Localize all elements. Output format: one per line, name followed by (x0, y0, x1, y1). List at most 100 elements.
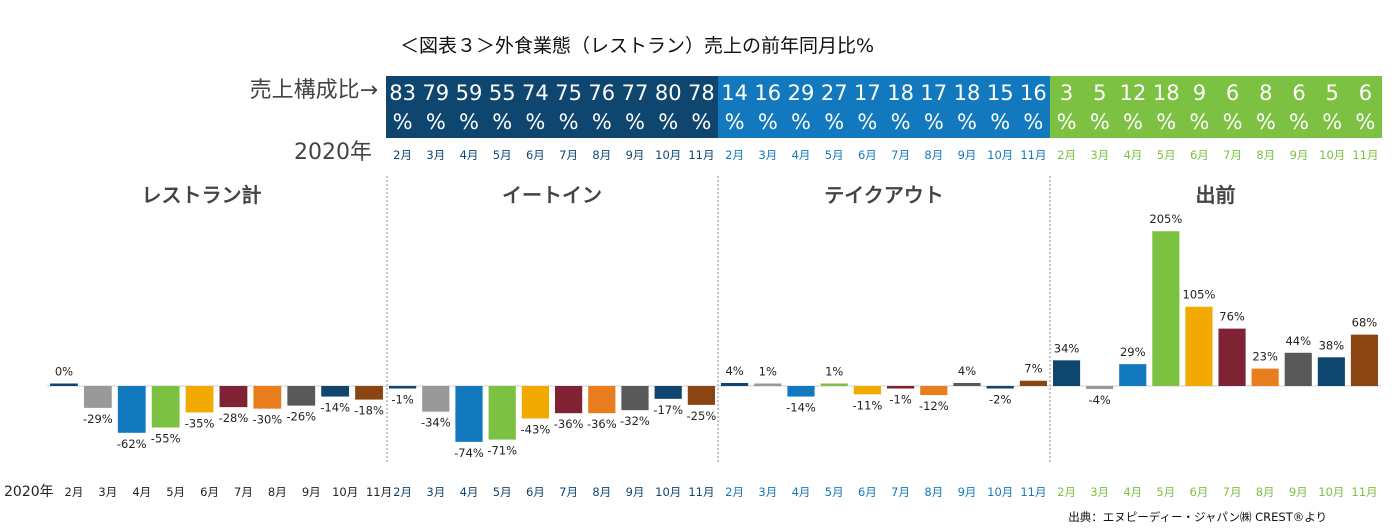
bar-value-label: -4% (1088, 393, 1110, 407)
bar-value-label: -14% (320, 401, 350, 415)
share-value: 27 (821, 81, 848, 105)
bottom-month-label: 5月 (166, 485, 185, 499)
bottom-month-label: 6月 (200, 485, 219, 499)
bar (720, 382, 749, 386)
bar-value-label: -25% (687, 409, 717, 423)
share-value: 18 (1153, 81, 1180, 105)
bar-value-label: 34% (1054, 341, 1080, 355)
panel-dividers (386, 176, 1051, 464)
bottom-month-label: 6月 (526, 485, 545, 499)
bottom-month-label: 11月 (1020, 485, 1046, 499)
bottom-month-label: 5月 (1156, 485, 1175, 499)
bottom-month-label: 5月 (825, 485, 844, 499)
bar (953, 382, 981, 386)
panel-4: 出前 34% -4% 29% 205% 105%76% 23% 44% 38% 68% (1050, 183, 1381, 407)
share-value: 80 (655, 81, 682, 105)
bottom-month-label: 5月 (493, 485, 512, 499)
share-unit: % (1057, 110, 1077, 134)
bottom-month-label: 9月 (1289, 485, 1308, 499)
bar-value-label: -34% (421, 416, 451, 430)
bar-value-label: 0% (55, 365, 73, 379)
bottom-month-label: 6月 (858, 485, 877, 499)
bar-value-label: 1% (759, 365, 777, 379)
top-month-label: 11月 (1352, 148, 1378, 162)
share-unit: % (957, 110, 977, 134)
bar (185, 386, 214, 413)
share-strip: 83%79%59%55%74%75%76%77%80%78%14%16%29%2… (386, 76, 1382, 138)
bar-panels: レストラン計 0% -29% -62% -55% -35% -28% -30% -26% -14%… (47, 183, 1381, 460)
bar-value-label: 105% (1183, 288, 1216, 302)
share-unit: % (658, 110, 678, 134)
bar-value-label: -62% (117, 437, 147, 451)
bar (1317, 357, 1345, 386)
source-note: 出典：エヌピーディー・ジャパン㈱ CREST®より (1068, 510, 1327, 524)
top-month-label: 9月 (958, 148, 977, 162)
bottom-month-label: 7月 (891, 485, 910, 499)
top-month-label: 6月 (858, 148, 877, 162)
share-unit: % (492, 110, 512, 134)
bottom-month-label: 4月 (1123, 485, 1142, 499)
top-month-label: 8月 (592, 148, 611, 162)
bottom-month-label: 11月 (366, 485, 392, 499)
panel-title: イートイン (502, 183, 602, 207)
year-label-bottom: 2020年 (4, 484, 54, 500)
share-value: 16 (754, 81, 781, 105)
bar-value-label: 76% (1219, 310, 1245, 324)
panel-2: イートイン-1%-34%-74% -71%-43% -36% -36% -32%-17%… (386, 183, 718, 460)
share-unit: % (758, 110, 778, 134)
bar-value-label: 4% (958, 364, 976, 378)
share-value: 77 (622, 81, 649, 105)
share-unit: % (1090, 110, 1110, 134)
bar (588, 386, 616, 414)
bottom-month-label: 6月 (1190, 485, 1209, 499)
bar (787, 386, 815, 397)
bar (253, 386, 282, 409)
bottom-month-label: 10月 (1318, 485, 1344, 499)
top-month-label: 7月 (1223, 148, 1242, 162)
panel-title: 出前 (1196, 183, 1236, 207)
top-month-label: 9月 (1290, 148, 1309, 162)
bar (521, 386, 550, 419)
share-unit: % (1123, 110, 1143, 134)
bar (820, 383, 848, 386)
bar (986, 386, 1014, 389)
bottom-month-label: 2月 (725, 485, 744, 499)
bar (117, 386, 146, 433)
bar (287, 386, 316, 406)
bar (886, 386, 915, 389)
top-month-label: 3月 (1090, 148, 1109, 162)
top-month-label: 5月 (1157, 148, 1176, 162)
bar (1251, 368, 1279, 386)
bar-value-label: 44% (1285, 334, 1311, 348)
bar-value-label: -17% (653, 403, 683, 417)
top-month-label: 11月 (1020, 148, 1046, 162)
top-month-label: 2月 (1057, 148, 1076, 162)
bar-value-label: -26% (286, 410, 316, 424)
bar (1350, 334, 1379, 386)
share-unit: % (426, 110, 446, 134)
bottom-month-label: 8月 (1256, 485, 1275, 499)
bar-value-label: 38% (1319, 338, 1345, 352)
share-unit: % (691, 110, 711, 134)
bar (754, 383, 782, 386)
share-unit: % (990, 110, 1010, 134)
bottom-month-label: 9月 (302, 485, 321, 499)
bar-value-label: 7% (1024, 362, 1042, 376)
top-month-labels: 2月 3月 4月 5月 6月 7月 8月 9月 10月 11月 2月 3月 4月 5月 6月 7月 8月 9月 10… (393, 148, 1378, 162)
bar (1152, 231, 1180, 386)
bar (920, 386, 948, 396)
bar (621, 386, 649, 411)
bar (1052, 360, 1081, 386)
top-month-label: 9月 (626, 148, 645, 162)
bottom-month-label: 4月 (792, 485, 811, 499)
bar-value-label: -30% (252, 413, 282, 427)
top-month-label: 6月 (526, 148, 545, 162)
bar-value-label: -28% (219, 411, 249, 425)
bar-value-label: -35% (185, 416, 215, 430)
bottom-month-label: 10月 (332, 485, 358, 499)
share-value: 6 (1226, 81, 1239, 105)
share-unit: % (791, 110, 811, 134)
bar-value-label: -11% (853, 398, 883, 412)
bottom-month-label: 3月 (758, 485, 777, 499)
